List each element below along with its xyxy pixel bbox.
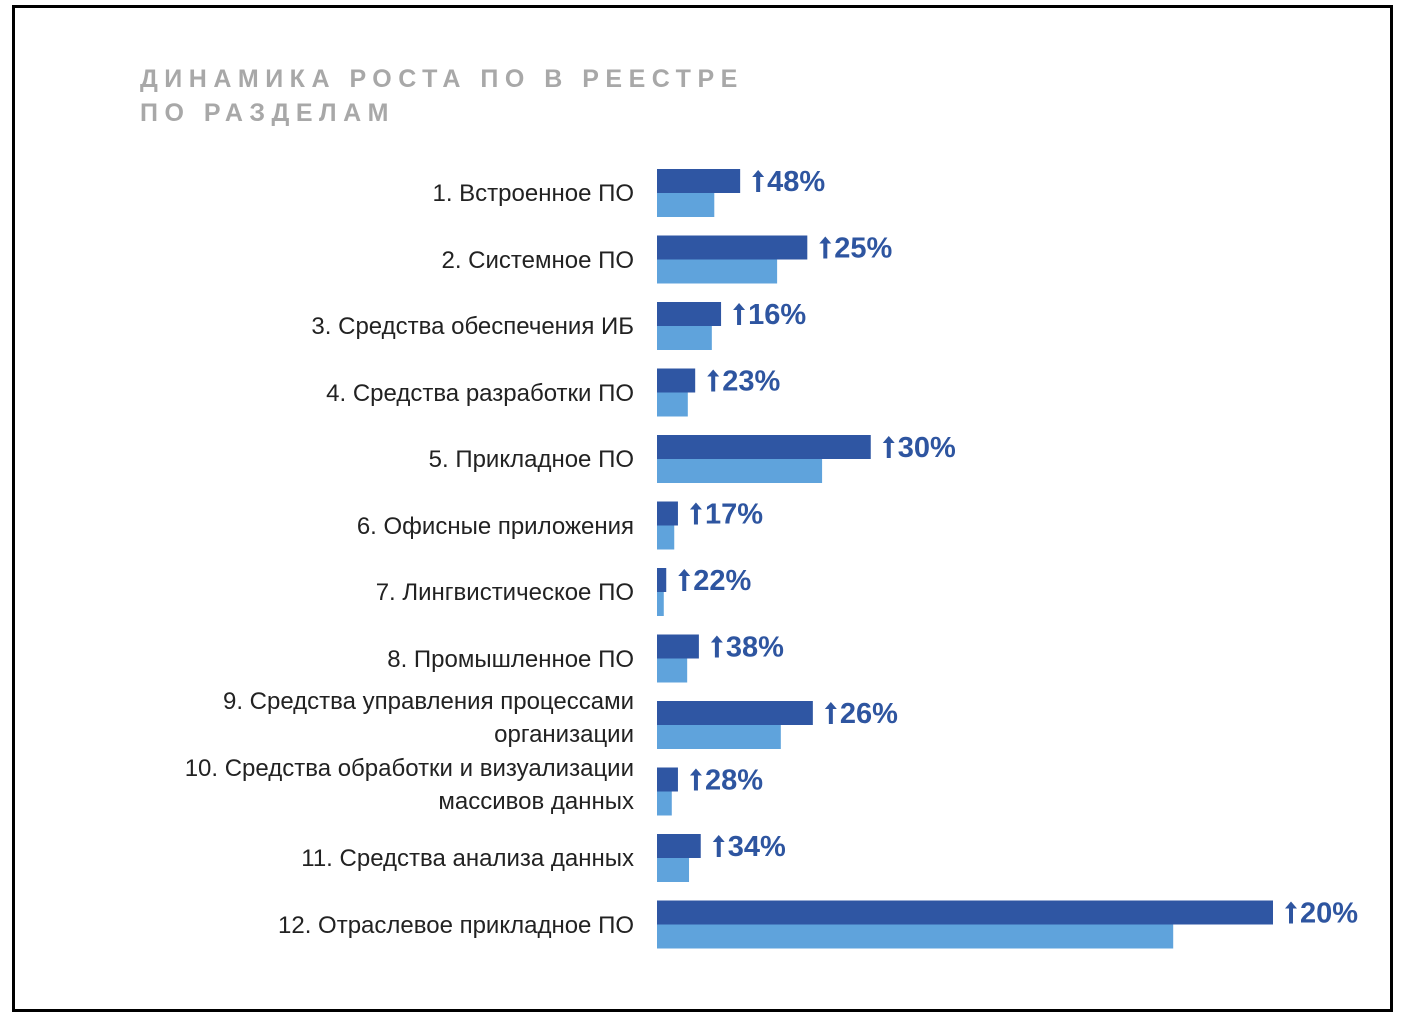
arrow-up-icon bbox=[882, 436, 895, 458]
category-label-line: 9. Средства управления процессами bbox=[222, 688, 634, 715]
growth-label: 34% bbox=[728, 831, 786, 863]
category-label-line: 11. Средства анализа данных bbox=[301, 845, 634, 872]
bar-previous bbox=[657, 858, 690, 882]
category-label-line: массивов данных bbox=[438, 787, 634, 815]
category-label: 10. Средства обработки и визуализации мас… bbox=[185, 752, 634, 818]
category-label: 6. Офисные приложения bbox=[357, 510, 634, 543]
category-label-line: 7. Лингвистическое ПО bbox=[375, 579, 634, 606]
category-label: 12. Отраслевое прикладное ПО bbox=[278, 909, 634, 942]
growth-label: 20% bbox=[1300, 898, 1358, 930]
category-label: 8. Промышленное ПО bbox=[387, 643, 634, 676]
bar-previous bbox=[657, 791, 672, 816]
bar-previous bbox=[657, 392, 688, 417]
category-label: 4. Средства разработки ПО bbox=[326, 377, 634, 410]
category-label: 11. Средства анализа данных bbox=[301, 842, 634, 875]
bar-current bbox=[657, 834, 701, 858]
bar-previous bbox=[657, 193, 715, 217]
arrow-up-icon bbox=[752, 170, 765, 192]
bar-current bbox=[657, 302, 722, 326]
growth-label: 28% bbox=[705, 765, 763, 797]
category-label: 1. Встроенное ПО bbox=[432, 177, 634, 210]
growth-label: 17% bbox=[705, 499, 763, 531]
bar-current bbox=[657, 235, 808, 260]
arrow-up-icon bbox=[819, 236, 832, 259]
arrow-up-icon bbox=[707, 369, 720, 392]
chart-frame bbox=[12, 5, 1393, 1012]
chart-title-line-2: ПО РАЗДЕЛАМ bbox=[140, 99, 395, 127]
category-label-line: 2. Системное ПО bbox=[441, 246, 634, 274]
arrow-up-icon bbox=[689, 502, 702, 525]
category-label-line: 8. Промышленное ПО bbox=[387, 645, 634, 673]
arrow-up-icon bbox=[824, 702, 837, 724]
category-label: 7. Лингвистическое ПО bbox=[376, 576, 634, 609]
chart-title: ДИНАМИКА РОСТА ПО В РЕЕСТРЕ ПО РАЗДЕЛАМ bbox=[140, 62, 744, 130]
arrow-up-icon bbox=[689, 768, 702, 791]
category-label-line: 5. Прикладное ПО bbox=[428, 446, 634, 473]
category-label-line: организации bbox=[494, 721, 634, 748]
growth-label: 30% bbox=[898, 432, 956, 464]
chart-title-line-1: ДИНАМИКА РОСТА ПО В РЕЕСТРЕ bbox=[140, 65, 744, 93]
bar-previous bbox=[657, 725, 781, 749]
category-label: 5. Прикладное ПО bbox=[429, 443, 634, 476]
bar-current bbox=[657, 169, 741, 193]
growth-label: 25% bbox=[834, 233, 892, 265]
category-label-line: 4. Средства разработки ПО bbox=[326, 379, 634, 407]
bar-current bbox=[657, 501, 678, 526]
bar-previous bbox=[657, 525, 675, 550]
bar-current bbox=[657, 435, 871, 459]
bar-previous bbox=[657, 924, 1174, 949]
category-label-line: 1. Встроенное ПО bbox=[432, 180, 634, 207]
bar-previous bbox=[657, 326, 712, 350]
bar-current bbox=[657, 368, 696, 393]
category-label-line: 3. Средства обеспечения ИБ bbox=[311, 313, 634, 340]
bar-previous bbox=[657, 259, 778, 284]
category-label-line: 10. Средства обработки и визуализации bbox=[184, 754, 634, 782]
category-label: 9. Средства управления процессами организ… bbox=[223, 685, 634, 751]
growth-label: 26% bbox=[840, 698, 898, 730]
growth-label: 22% bbox=[693, 565, 751, 597]
bar-current bbox=[657, 568, 667, 592]
bar-previous bbox=[657, 658, 688, 683]
growth-label: 16% bbox=[748, 299, 806, 331]
growth-label: 38% bbox=[726, 632, 784, 664]
arrow-up-icon bbox=[710, 635, 723, 658]
growth-label: 48% bbox=[767, 166, 825, 198]
category-label-line: 6. Офисные приложения bbox=[356, 512, 634, 540]
bar-previous bbox=[657, 459, 823, 483]
arrow-up-icon bbox=[733, 303, 746, 325]
arrow-up-icon bbox=[678, 569, 691, 591]
bar-current bbox=[657, 634, 699, 659]
category-label: 2. Системное ПО bbox=[441, 244, 634, 277]
arrow-up-icon bbox=[1285, 901, 1297, 924]
growth-label: 23% bbox=[722, 366, 780, 398]
bar-current bbox=[657, 900, 1273, 925]
bar-current bbox=[657, 767, 678, 792]
bar-previous bbox=[657, 592, 664, 616]
arrow-up-icon bbox=[712, 835, 725, 857]
category-label-line: 12. Отраслевое прикладное ПО bbox=[278, 911, 634, 939]
bar-current bbox=[657, 701, 813, 725]
category-label: 3. Средства обеспечения ИБ bbox=[311, 310, 634, 343]
